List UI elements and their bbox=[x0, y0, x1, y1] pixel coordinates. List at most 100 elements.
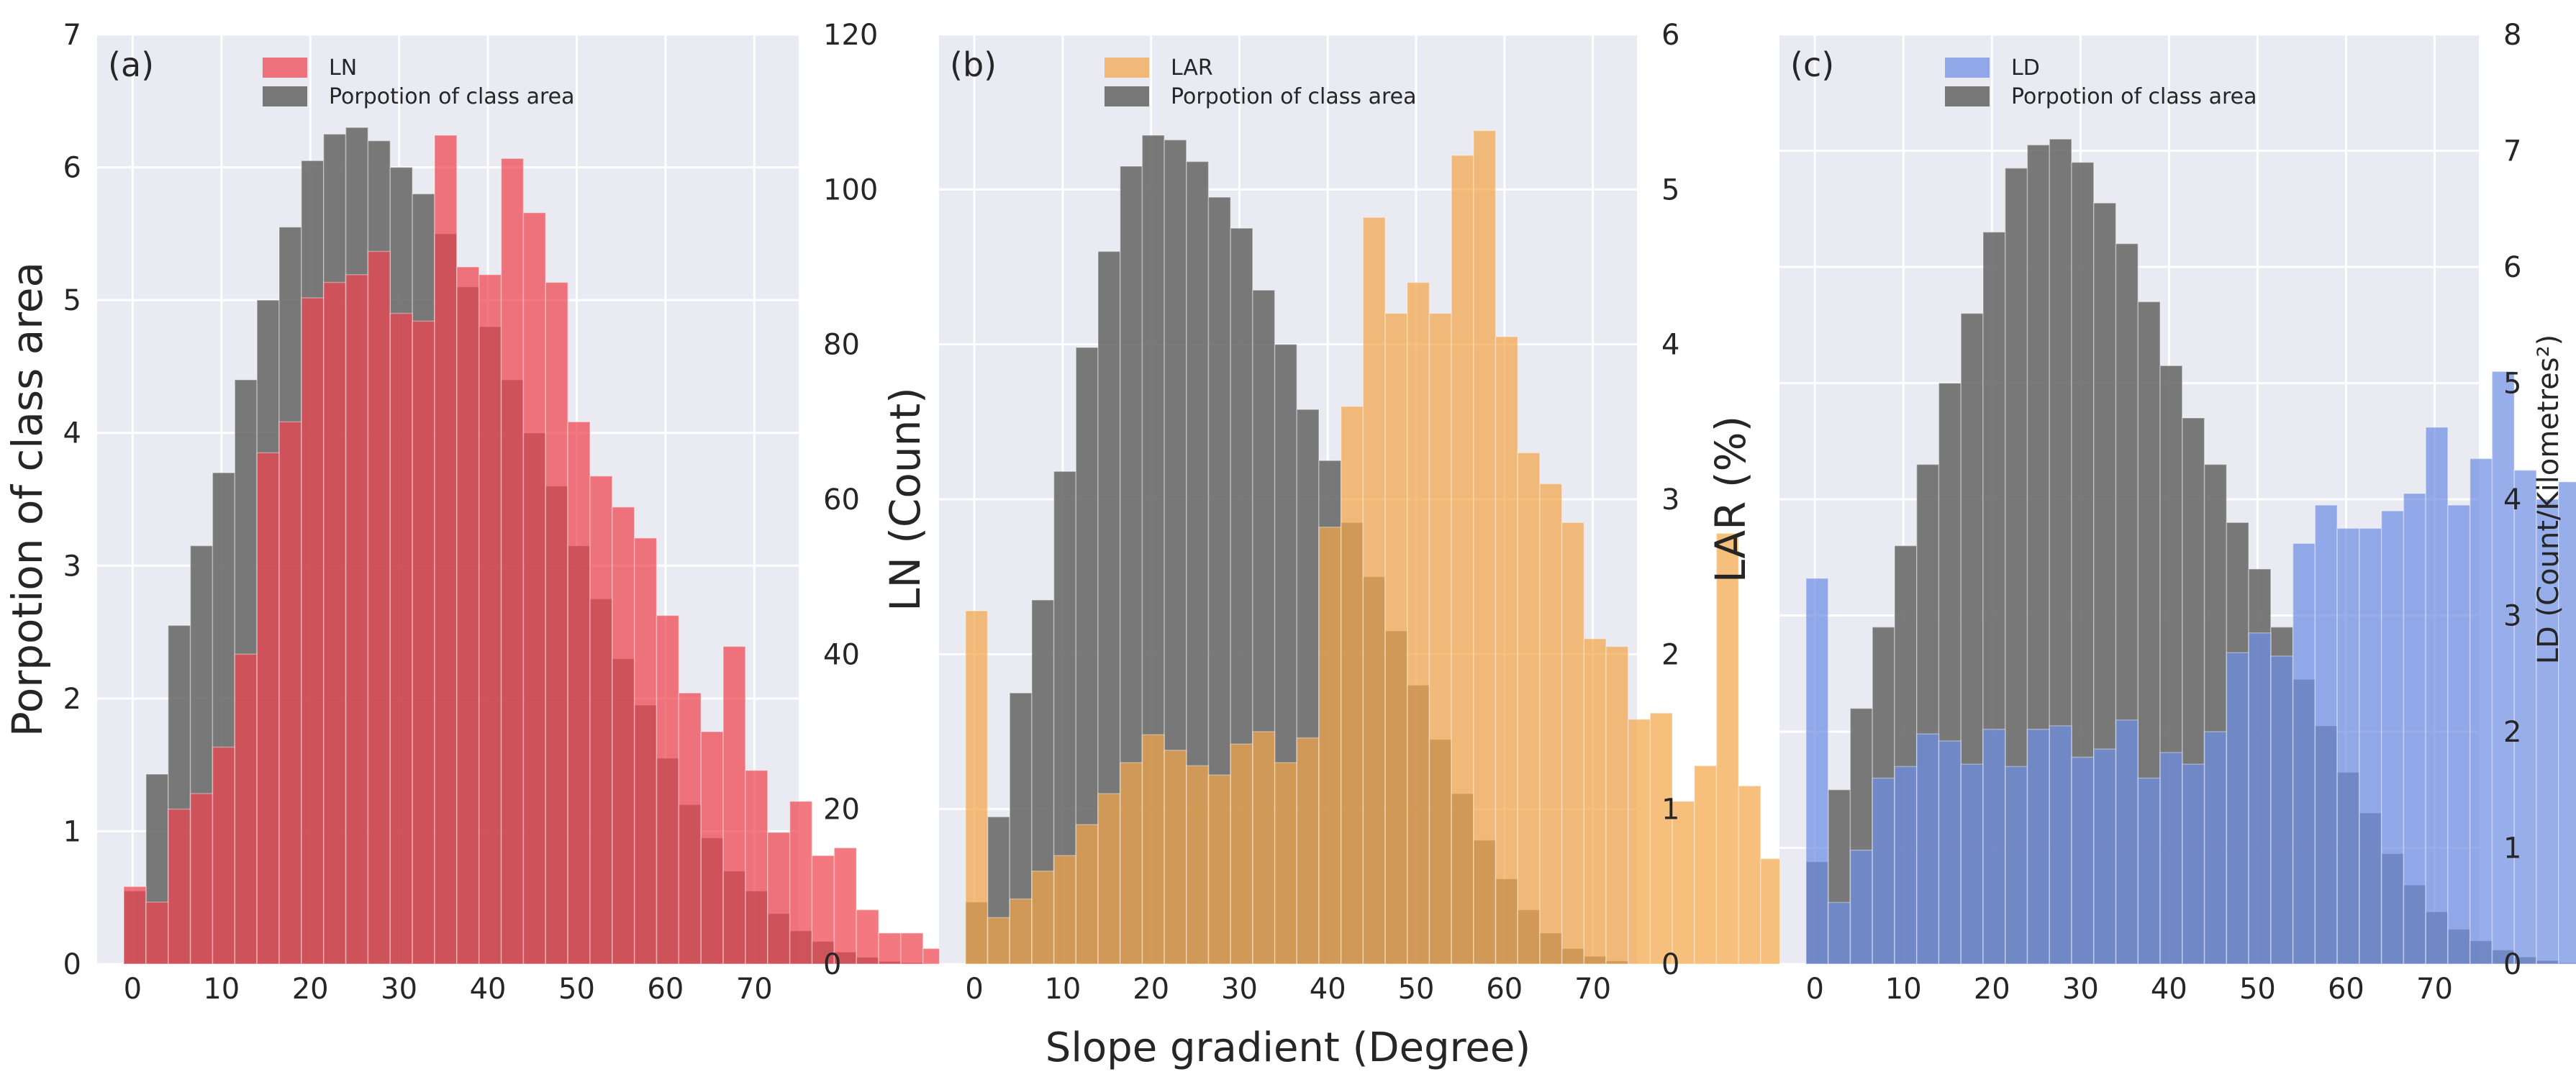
bar bbox=[767, 832, 791, 965]
bar bbox=[745, 770, 768, 965]
right-y-tick-label: 0 bbox=[2503, 948, 2521, 981]
bar bbox=[1605, 645, 1629, 965]
left-y-tick-label: 0 bbox=[63, 948, 81, 981]
bar bbox=[1274, 762, 1298, 965]
bar bbox=[789, 801, 813, 965]
bar bbox=[1672, 801, 1695, 965]
x-tick-label: 60 bbox=[2328, 973, 2364, 1006]
bar bbox=[1097, 793, 1121, 965]
right-y-tick-label: 20 bbox=[823, 794, 860, 827]
bar bbox=[633, 537, 658, 965]
bar bbox=[2026, 729, 2051, 965]
bar bbox=[2513, 469, 2537, 965]
x-tick-label: 30 bbox=[1221, 973, 1258, 1006]
bar bbox=[145, 901, 169, 965]
legend-label: Porpotion of class area bbox=[2011, 84, 2257, 109]
legend-swatch bbox=[1105, 86, 1149, 106]
legend-label: LAR bbox=[1171, 55, 1213, 81]
x-tick-label: 70 bbox=[1574, 973, 1611, 1006]
x-tick-label: 40 bbox=[1310, 973, 1346, 1006]
bar bbox=[2049, 725, 2072, 965]
bar bbox=[2469, 458, 2493, 965]
bar bbox=[1384, 312, 1408, 965]
bar bbox=[212, 746, 236, 965]
right-y-tick-label: 1 bbox=[2503, 832, 2521, 865]
bar bbox=[367, 250, 391, 965]
x-tick-label: 50 bbox=[558, 973, 595, 1006]
x-tick-label: 10 bbox=[203, 973, 240, 1006]
bar bbox=[1296, 737, 1320, 965]
right-y-tick-label: 60 bbox=[823, 483, 860, 517]
bar bbox=[345, 274, 369, 965]
bar bbox=[189, 793, 214, 965]
left-y-tick-label: 5 bbox=[63, 284, 81, 317]
bar bbox=[1031, 870, 1055, 965]
left-y-axis-title: Porpotion of class area bbox=[3, 262, 52, 737]
bar bbox=[2447, 504, 2471, 965]
legend-label: Porpotion of class area bbox=[1171, 84, 1416, 109]
bar bbox=[1495, 336, 1518, 965]
left-y-tick-label: 4 bbox=[63, 417, 81, 450]
x-tick-label: 30 bbox=[381, 973, 417, 1006]
bar bbox=[2425, 427, 2449, 965]
bar bbox=[612, 506, 635, 965]
right-y-tick-label: 7 bbox=[2503, 135, 2521, 168]
bar bbox=[1252, 731, 1276, 965]
right-y-tick-label: 0 bbox=[823, 948, 841, 981]
x-axis-title: Slope gradient (Degree) bbox=[1046, 1024, 1530, 1071]
x-tick-label: 30 bbox=[2062, 973, 2099, 1006]
bar bbox=[1583, 638, 1607, 965]
bar bbox=[434, 135, 458, 965]
left-y-tick-label: 1 bbox=[63, 815, 81, 848]
panel-a: 0 10 20 30 40 50 60 7001234567020406080100120(a… bbox=[3, 19, 969, 1006]
bar bbox=[2004, 765, 2028, 965]
bar bbox=[2248, 632, 2272, 965]
right-y-tick-label: 80 bbox=[823, 329, 860, 362]
bar bbox=[1760, 858, 1784, 965]
series-ln bbox=[123, 135, 969, 965]
bar bbox=[389, 312, 413, 965]
right-y-axis-title: LAR (%) bbox=[1706, 416, 1755, 583]
bar bbox=[301, 297, 325, 965]
bar bbox=[2536, 499, 2559, 965]
bar bbox=[2359, 527, 2382, 965]
right-y-tick-label: 5 bbox=[1661, 173, 1679, 206]
bar bbox=[811, 855, 835, 965]
x-tick-label: 40 bbox=[2151, 973, 2187, 1006]
bar bbox=[1715, 532, 1739, 965]
bar bbox=[1186, 765, 1210, 965]
right-y-tick-label: 40 bbox=[823, 638, 860, 671]
x-tick-label: 60 bbox=[1486, 973, 1523, 1006]
right-y-tick-label: 120 bbox=[823, 19, 878, 52]
bar bbox=[856, 909, 879, 965]
bar bbox=[1561, 522, 1585, 965]
bar bbox=[1428, 312, 1452, 965]
bar bbox=[1362, 217, 1386, 965]
legend-swatch bbox=[263, 86, 307, 106]
x-tick-label: 20 bbox=[1133, 973, 1169, 1006]
bar bbox=[1894, 765, 1918, 965]
bar bbox=[900, 932, 924, 965]
right-y-tick-label: 0 bbox=[1661, 948, 1679, 981]
bar bbox=[1627, 719, 1651, 965]
right-y-tick-label: 4 bbox=[1661, 329, 1679, 362]
bar bbox=[123, 886, 147, 965]
bar bbox=[1649, 712, 1673, 965]
legend-label: LD bbox=[2011, 55, 2040, 81]
panel-label: (a) bbox=[108, 45, 154, 84]
x-tick-label: 10 bbox=[1044, 973, 1081, 1006]
left-y-tick-label: 6 bbox=[63, 152, 81, 185]
bar bbox=[987, 917, 1010, 965]
legend-label: LN bbox=[329, 55, 357, 81]
right-y-tick-label: 8 bbox=[2503, 19, 2521, 52]
right-y-tick-label: 3 bbox=[2503, 600, 2521, 633]
bar bbox=[545, 281, 568, 965]
panel-label: (b) bbox=[950, 45, 997, 84]
bar bbox=[2115, 719, 2139, 965]
bar bbox=[478, 274, 502, 965]
bar bbox=[1915, 733, 1940, 965]
bar bbox=[256, 452, 280, 965]
bar bbox=[234, 653, 258, 965]
right-y-tick-label: 6 bbox=[1661, 19, 1679, 52]
